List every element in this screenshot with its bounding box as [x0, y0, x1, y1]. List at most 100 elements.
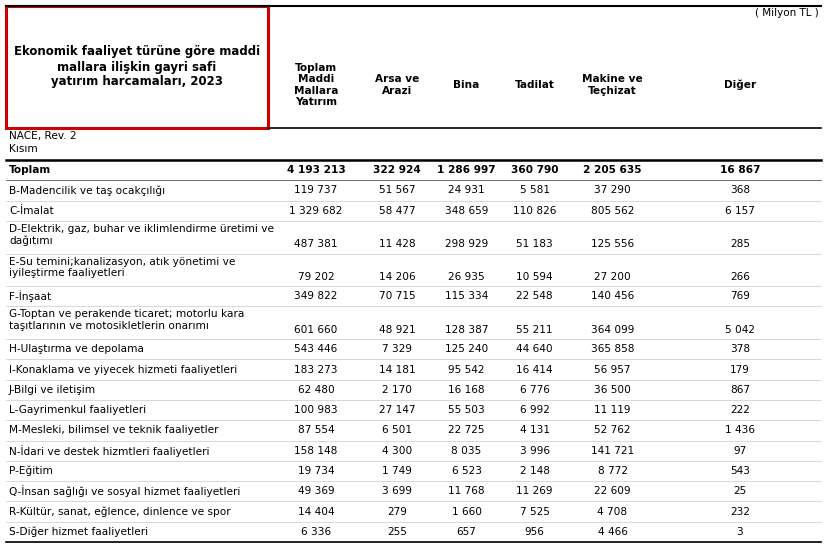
Text: F-İnşaat: F-İnşaat [9, 290, 51, 302]
Text: 222: 222 [730, 405, 750, 415]
Text: 8 772: 8 772 [597, 466, 628, 476]
Text: Tadilat: Tadilat [514, 80, 554, 90]
Text: 543: 543 [730, 466, 750, 476]
Text: L-Gayrimenkul faaliyetleri: L-Gayrimenkul faaliyetleri [9, 405, 146, 415]
Text: 364 099: 364 099 [590, 325, 634, 335]
Text: 179: 179 [730, 364, 750, 375]
Text: 360 790: 360 790 [511, 165, 558, 175]
Bar [6, 6, 268, 128]
Text: 95 542: 95 542 [448, 364, 485, 375]
Text: 601 660: 601 660 [294, 325, 337, 335]
Text: 805 562: 805 562 [590, 206, 634, 216]
Text: 4 300: 4 300 [382, 446, 412, 456]
Text: 87 554: 87 554 [298, 425, 334, 436]
Text: 51 567: 51 567 [379, 185, 415, 196]
Text: 14 181: 14 181 [379, 364, 415, 375]
Text: 6 523: 6 523 [452, 466, 481, 476]
Text: 6 157: 6 157 [725, 206, 755, 216]
Text: 55 503: 55 503 [448, 405, 485, 415]
Text: C-İmalat: C-İmalat [9, 206, 54, 216]
Text: 44 640: 44 640 [516, 344, 552, 355]
Text: B-Madencilik ve taş ocakçılığı: B-Madencilik ve taş ocakçılığı [9, 185, 165, 196]
Text: 6 992: 6 992 [519, 405, 549, 415]
Text: 125 240: 125 240 [445, 344, 488, 355]
Text: G-Toptan ve perakende ticaret; motorlu kara
taşıtlarının ve motosikletlerin onar: G-Toptan ve perakende ticaret; motorlu k… [9, 310, 244, 331]
Text: Ekonomik faaliyet türüne göre maddi
mallara ilişkin gayri safi
yatırım harcamala: Ekonomik faaliyet türüne göre maddi mall… [14, 45, 260, 88]
Text: 867: 867 [730, 385, 750, 395]
Text: 14 404: 14 404 [298, 506, 334, 517]
Text: 19 734: 19 734 [298, 466, 334, 476]
Text: Toplam
Maddi
Mallara
Yatırım: Toplam Maddi Mallara Yatırım [294, 62, 338, 107]
Text: 22 609: 22 609 [594, 486, 631, 496]
Text: 956: 956 [524, 527, 544, 537]
Text: 6 336: 6 336 [301, 527, 331, 537]
Text: P-Eğitim: P-Eğitim [9, 466, 53, 476]
Text: 232: 232 [730, 506, 750, 517]
Text: 1 436: 1 436 [725, 425, 755, 436]
Text: 70 715: 70 715 [379, 292, 415, 301]
Text: Makine ve
Teçhizat: Makine ve Teçhizat [582, 74, 643, 96]
Text: 7 525: 7 525 [519, 506, 549, 517]
Text: I-Konaklama ve yiyecek hizmeti faaliyetleri: I-Konaklama ve yiyecek hizmeti faaliyetl… [9, 364, 237, 375]
Text: NACE, Rev. 2: NACE, Rev. 2 [9, 131, 77, 141]
Text: 22 725: 22 725 [448, 425, 485, 436]
Text: 48 921: 48 921 [379, 325, 415, 335]
Text: 140 456: 140 456 [590, 292, 634, 301]
Text: S-Diğer hizmet faaliyetleri: S-Diğer hizmet faaliyetleri [9, 527, 148, 537]
Text: 543 446: 543 446 [294, 344, 337, 355]
Text: 10 594: 10 594 [516, 272, 552, 282]
Text: 368: 368 [730, 185, 750, 196]
Text: 79 202: 79 202 [298, 272, 334, 282]
Text: 5 042: 5 042 [725, 325, 755, 335]
Text: 1 660: 1 660 [452, 506, 481, 517]
Text: 657: 657 [457, 527, 476, 537]
Text: R-Kültür, sanat, eğlence, dinlence ve spor: R-Kültür, sanat, eğlence, dinlence ve sp… [9, 506, 231, 517]
Text: 14 206: 14 206 [379, 272, 415, 282]
Text: 27 200: 27 200 [594, 272, 631, 282]
Text: Q-İnsan sağlığı ve sosyal hizmet faaliyetleri: Q-İnsan sağlığı ve sosyal hizmet faaliye… [9, 486, 241, 497]
Text: 6 501: 6 501 [382, 425, 412, 436]
Text: 349 822: 349 822 [294, 292, 337, 301]
Text: 11 768: 11 768 [448, 486, 485, 496]
Text: 55 211: 55 211 [516, 325, 552, 335]
Text: 115 334: 115 334 [445, 292, 488, 301]
Text: 4 466: 4 466 [598, 527, 628, 537]
Text: 1 286 997: 1 286 997 [437, 165, 496, 175]
Text: ( Milyon TL ): ( Milyon TL ) [755, 8, 819, 18]
Text: 58 477: 58 477 [379, 206, 415, 216]
Text: 11 428: 11 428 [379, 239, 415, 249]
Text: Kısım: Kısım [9, 144, 38, 154]
Text: 36 500: 36 500 [594, 385, 631, 395]
Text: 141 721: 141 721 [591, 446, 634, 456]
Text: 2 170: 2 170 [382, 385, 412, 395]
Text: 97: 97 [734, 446, 747, 456]
Text: 24 931: 24 931 [448, 185, 485, 196]
Text: 128 387: 128 387 [445, 325, 488, 335]
Text: 378: 378 [730, 344, 750, 355]
Text: Diğer: Diğer [724, 80, 756, 90]
Text: 110 826: 110 826 [513, 206, 557, 216]
Text: 769: 769 [730, 292, 750, 301]
Text: 158 148: 158 148 [294, 446, 337, 456]
Text: 22 548: 22 548 [516, 292, 552, 301]
Text: J-Bilgi ve iletişim: J-Bilgi ve iletişim [9, 385, 96, 395]
Text: 279: 279 [387, 506, 407, 517]
Text: 49 369: 49 369 [298, 486, 334, 496]
Text: Toplam: Toplam [9, 165, 51, 175]
Text: 487 381: 487 381 [294, 239, 337, 249]
Text: 2 205 635: 2 205 635 [583, 165, 642, 175]
Text: 16 168: 16 168 [448, 385, 485, 395]
Text: 4 708: 4 708 [597, 506, 628, 517]
Text: 100 983: 100 983 [294, 405, 337, 415]
Text: 2 148: 2 148 [519, 466, 549, 476]
Text: 298 929: 298 929 [445, 239, 488, 249]
Text: 266: 266 [730, 272, 750, 282]
Text: 16 414: 16 414 [516, 364, 552, 375]
Text: 11 119: 11 119 [595, 405, 631, 415]
Text: D-Elektrik, gaz, buhar ve iklimlendirme üretimi ve
dağıtımı: D-Elektrik, gaz, buhar ve iklimlendirme … [9, 224, 274, 246]
Text: Arsa ve
Arazi: Arsa ve Arazi [375, 74, 419, 96]
Text: 5 581: 5 581 [519, 185, 549, 196]
Text: 8 035: 8 035 [452, 446, 481, 456]
Text: 183 273: 183 273 [294, 364, 337, 375]
Text: 7 329: 7 329 [382, 344, 412, 355]
